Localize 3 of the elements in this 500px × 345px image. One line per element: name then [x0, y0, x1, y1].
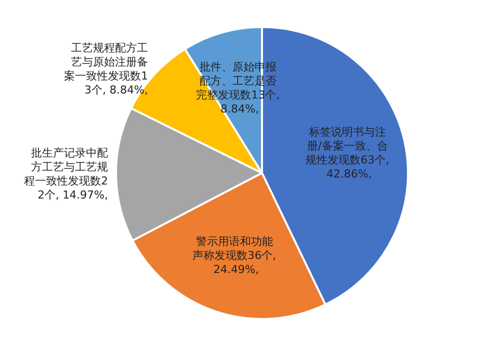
slice-label: 批生产记录中配方工艺与工艺规程一致性发现数22个, 14.97%, [24, 146, 108, 202]
slice-label: 警示用语和功能声称发现数36个, 24.49%, [192, 234, 276, 276]
slice-label: 标签说明书与注册/备案一致、合规性发现数63个, 42.86%, [306, 125, 390, 180]
